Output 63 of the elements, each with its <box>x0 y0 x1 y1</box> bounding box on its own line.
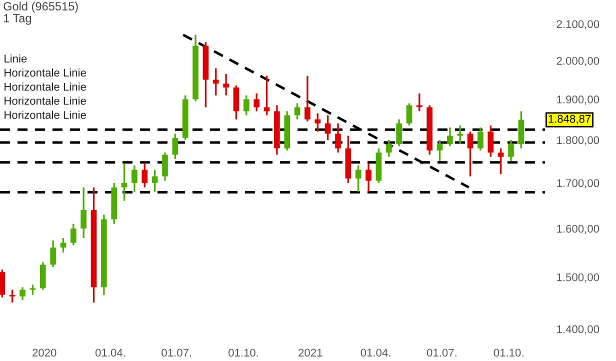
candlestick <box>386 139 392 158</box>
x-tick-label: 01.04. <box>360 348 390 357</box>
candlestick <box>121 162 128 202</box>
candlestick <box>498 148 504 175</box>
annotation: Horizontale Linie <box>4 68 86 77</box>
candlestick <box>162 152 168 182</box>
x-tick-label: 2021 <box>298 348 322 357</box>
candlestick <box>40 261 46 291</box>
candlestick <box>355 164 362 193</box>
candlestick <box>244 94 250 116</box>
x-tick-label: 01.10. <box>494 348 524 357</box>
candlestick <box>9 288 16 304</box>
candlestick <box>478 126 484 152</box>
candlestick <box>314 112 321 132</box>
candlestick <box>20 286 26 301</box>
candlestick <box>447 126 453 148</box>
x-tick-label: 01.07. <box>426 348 456 357</box>
candlestick <box>80 186 86 239</box>
annotation: Horizontale Linie <box>4 82 86 91</box>
x-tick-label: 01.07. <box>162 348 192 357</box>
candlestick <box>294 102 300 120</box>
x-tick-label: 2020 <box>32 348 56 357</box>
y-tick-label: 1.700,00 <box>557 179 600 188</box>
y-tick-label: 1.800,00 <box>557 136 600 146</box>
candlestick <box>233 84 240 120</box>
annotation: Horizontale Linie <box>4 96 86 105</box>
candlestick <box>436 139 443 162</box>
text: 1.848,87 <box>548 114 591 124</box>
candlestick <box>132 164 138 193</box>
x-tick-label: 01.10. <box>228 348 258 357</box>
candlestick <box>212 67 219 96</box>
chart-subtitle: 1 Tag <box>4 14 31 25</box>
y-tick-label: 1.600,00 <box>557 224 600 234</box>
y-tick-label: 2.100,00 <box>556 20 600 30</box>
annotation: Linie <box>4 54 27 63</box>
chart-title: Gold (965515) <box>4 2 78 13</box>
candlestick <box>223 73 229 96</box>
candlestick <box>70 223 76 246</box>
x-tick-label: 01.04. <box>95 348 125 357</box>
candlestick <box>335 122 341 154</box>
candlestick <box>457 124 464 145</box>
candlestick <box>396 118 402 148</box>
candlestick <box>508 139 514 162</box>
y-tick-label: 1.900,00 <box>557 96 600 105</box>
candlestick <box>264 75 270 116</box>
candlestick <box>304 75 310 122</box>
candlestick <box>172 132 178 160</box>
candlestick <box>488 124 494 158</box>
y-tick-label: 1.400,00 <box>557 325 600 334</box>
annotation: Horizontale Linie <box>4 110 86 119</box>
candlestick <box>142 162 148 188</box>
candlestick <box>416 92 422 112</box>
candlestick <box>254 92 260 112</box>
candlestick <box>366 162 372 193</box>
candlestick <box>406 102 412 126</box>
candlestick <box>50 240 56 268</box>
candlestick <box>467 130 474 178</box>
candlestick <box>152 168 158 193</box>
y-tick-label: 2.000,00 <box>556 56 600 66</box>
y-tick-label: 1.500,00 <box>557 273 600 283</box>
candlestick <box>324 114 331 141</box>
candlestick <box>0 268 6 298</box>
candlestick <box>30 284 36 296</box>
